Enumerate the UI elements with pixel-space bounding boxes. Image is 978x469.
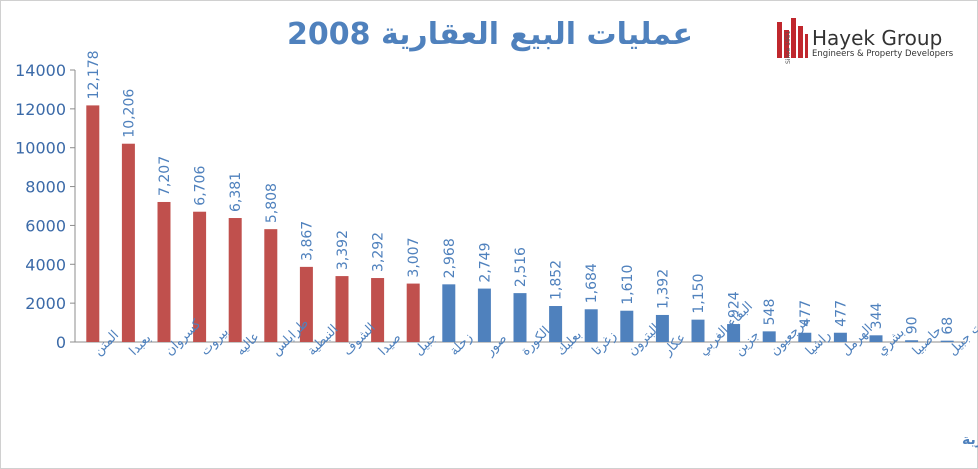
value-label: 3,867	[299, 221, 315, 261]
value-label: 2,516	[513, 247, 529, 287]
value-label: 7,207	[157, 156, 173, 196]
bar	[228, 218, 242, 342]
logo-mark-icon	[777, 18, 808, 58]
bar	[584, 309, 598, 342]
bar	[442, 284, 456, 342]
bar	[264, 229, 278, 342]
value-label: 1,392	[655, 269, 671, 309]
bar	[905, 340, 919, 342]
bar	[620, 310, 634, 342]
y-tick-label: 0	[56, 333, 66, 352]
value-label: 5,808	[264, 183, 280, 223]
value-label: 68	[940, 317, 956, 335]
bar	[121, 143, 135, 342]
logo-brand-name: Hayek Group	[812, 26, 942, 50]
source-note: مديرية الشؤون العقارية	[962, 432, 978, 448]
value-label: 1,150	[691, 274, 707, 314]
bar	[691, 319, 705, 342]
value-label: 924	[727, 291, 743, 318]
bar	[193, 211, 207, 342]
bar	[335, 276, 349, 342]
value-label: 344	[869, 303, 885, 330]
value-label: 1,684	[584, 263, 600, 303]
bar	[157, 201, 171, 342]
value-label: 477	[798, 300, 814, 327]
value-label: 2,749	[477, 242, 493, 282]
value-label: 1,610	[620, 265, 636, 305]
chart-title: عمليات البيع العقارية 2008	[287, 17, 693, 52]
bars	[86, 105, 954, 342]
bar	[655, 314, 669, 342]
y-tick-label: 12000	[15, 100, 66, 119]
bar	[727, 324, 741, 342]
bar	[371, 278, 385, 342]
bar	[406, 283, 420, 342]
bar	[513, 293, 527, 342]
bar	[762, 331, 776, 342]
value-label: 6,381	[228, 172, 244, 212]
bar	[940, 340, 954, 342]
y-tick-label: 10000	[15, 139, 66, 158]
value-label: 2,968	[442, 238, 458, 278]
value-label: 548	[762, 299, 778, 326]
y-tick-label: 2000	[25, 294, 66, 313]
value-label: 10,206	[121, 89, 137, 138]
value-labels: 12,178 10,206 7,207 6,706 6,381 5,808 3,867 3,3…	[86, 50, 956, 334]
value-label: 3,007	[406, 237, 422, 277]
y-tick-label: 14000	[15, 61, 66, 80]
value-label: 6,706	[193, 166, 209, 206]
bar	[833, 332, 847, 342]
category-label: راشيا	[803, 328, 834, 359]
value-label: 3,392	[335, 230, 351, 270]
bar	[869, 335, 883, 342]
y-tick-label: 6000	[25, 216, 66, 235]
bar	[477, 288, 491, 342]
y-tick-label: 8000	[25, 178, 66, 197]
value-label: 3,292	[371, 232, 387, 272]
company-logo: Since 1951 Hayek Group Engineers & Prope…	[777, 18, 954, 64]
value-label: 12,178	[86, 50, 102, 99]
bar	[798, 332, 812, 342]
logo-since: Since 1951	[785, 30, 792, 64]
logo-tagline: Engineers & Property Developers	[812, 49, 954, 59]
y-tick-label: 4000	[25, 255, 66, 274]
value-label: 1,852	[549, 260, 565, 300]
bar	[299, 266, 313, 342]
bar	[86, 105, 100, 342]
y-axis: 0 2000 4000 6000 8000 10000 12000 14000	[15, 61, 76, 352]
value-label: 90	[905, 316, 921, 334]
value-label: 477	[833, 300, 849, 327]
bar	[549, 306, 563, 342]
